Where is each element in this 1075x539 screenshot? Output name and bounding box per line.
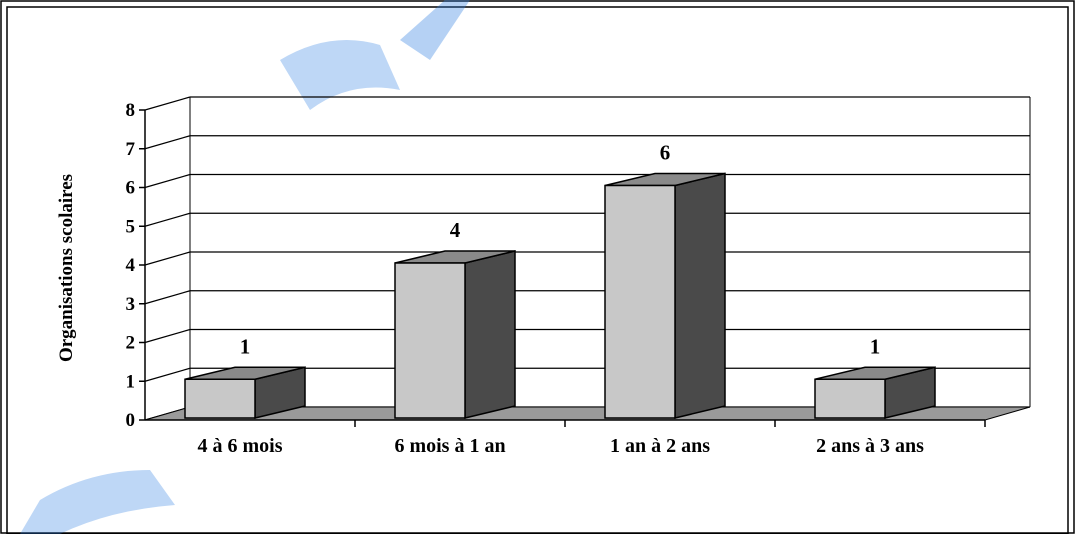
grid-diagonal bbox=[144, 96, 191, 111]
grid-diagonal bbox=[144, 173, 191, 189]
bar-front bbox=[394, 262, 466, 419]
data-label: 1 bbox=[870, 334, 881, 358]
labels-layer: 0 1 2 3 4 5 6 7 8 1 4 à 6 mois 4 6 mois à 1 an 6 1 an … bbox=[126, 100, 925, 457]
watermark-decoration bbox=[20, 0, 470, 534]
x-tick-label: 4 à 6 mois bbox=[198, 435, 283, 457]
watermark-shape bbox=[400, 0, 470, 60]
y-tick-label: 7 bbox=[126, 139, 136, 160]
x-tick-label: 2 ans à 3 ans bbox=[816, 435, 924, 457]
watermark-shape bbox=[280, 40, 400, 110]
y-tick-label: 6 bbox=[126, 178, 136, 199]
data-label: 6 bbox=[660, 141, 671, 165]
bar-side bbox=[464, 250, 516, 419]
bar bbox=[814, 366, 936, 419]
grid-diagonal bbox=[144, 367, 191, 382]
x-tick-label: 6 mois à 1 an bbox=[394, 435, 505, 457]
y-tick-label: 0 bbox=[126, 410, 136, 431]
grid-diagonal bbox=[144, 135, 191, 150]
y-tick-label: 2 bbox=[126, 333, 136, 354]
x-tick-label: 1 an à 2 ans bbox=[610, 435, 710, 457]
grid-diagonal bbox=[144, 212, 191, 227]
y-tick-label: 8 bbox=[126, 100, 136, 121]
bar bbox=[604, 172, 726, 419]
grid-diagonal bbox=[144, 251, 191, 266]
bar-front bbox=[604, 184, 676, 419]
y-axis-title: Organisations scolaires bbox=[56, 174, 77, 362]
data-label: 1 bbox=[240, 334, 251, 358]
axis-layer bbox=[139, 109, 986, 427]
y-tick-label: 1 bbox=[126, 371, 136, 392]
y-tick-label: 3 bbox=[126, 294, 136, 315]
bar bbox=[394, 250, 516, 419]
bar bbox=[184, 366, 306, 419]
grid-diagonal bbox=[144, 290, 191, 305]
bar-front bbox=[814, 378, 886, 419]
bar-side bbox=[674, 172, 726, 419]
grid-diagonal bbox=[144, 328, 191, 344]
y-tick-label: 5 bbox=[126, 216, 136, 237]
y-tick-label: 4 bbox=[126, 255, 136, 276]
bar-front bbox=[184, 378, 256, 419]
bars-layer bbox=[184, 172, 936, 419]
data-label: 4 bbox=[450, 218, 461, 242]
watermark-shape bbox=[20, 470, 175, 534]
